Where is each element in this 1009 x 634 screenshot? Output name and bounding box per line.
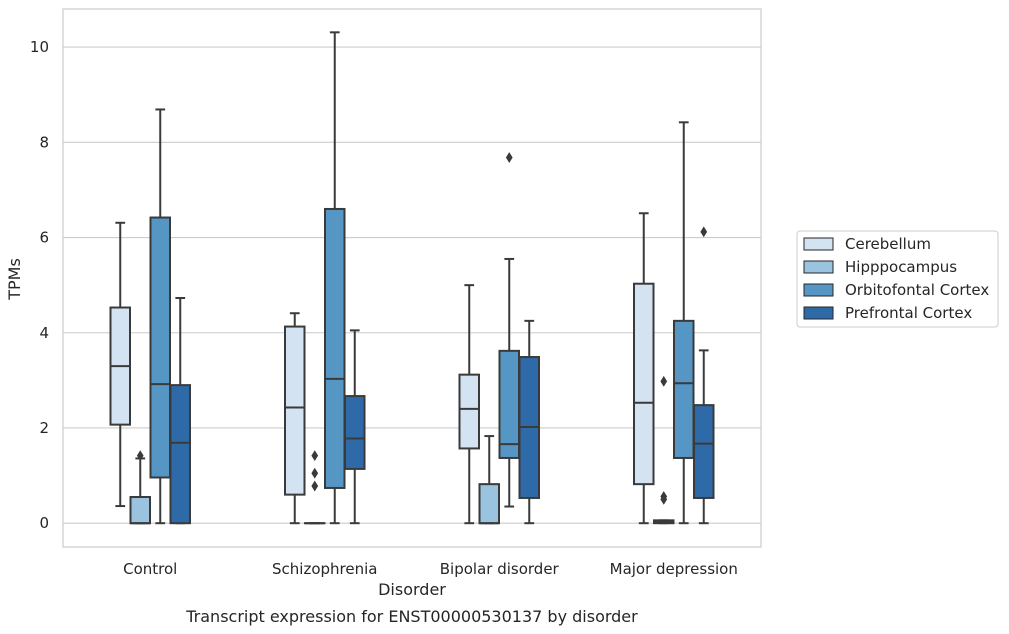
box-body <box>633 282 655 486</box>
y-tick-label: 0 <box>39 514 49 532</box>
y-tick-label: 2 <box>39 419 49 437</box>
box-orbitofontal-cortex <box>498 152 520 508</box>
outlier-point <box>660 375 668 387</box>
box-body <box>324 207 346 489</box>
legend: Cerebellum Hipppocampus Orbitofontal Cor… <box>796 230 999 328</box>
box-cerebellum <box>633 212 655 525</box>
legend-swatch-prefrontal <box>803 306 834 320</box>
box-orbitofontal-cortex <box>149 108 171 525</box>
box-body <box>498 349 520 459</box>
box-body <box>458 373 480 450</box>
outlier-point <box>311 480 319 492</box>
box-body <box>673 319 695 459</box>
legend-label-prefrontal: Prefrontal Cortex <box>845 304 972 322</box>
box-prefrontal-cortex <box>344 329 366 525</box>
box-hipppocampus <box>129 450 151 525</box>
box-body <box>149 216 171 479</box>
outlier-point <box>700 226 708 238</box>
box-cerebellum <box>109 221 131 508</box>
y-axis-label: TPMs <box>5 258 24 301</box>
x-tick-labels: Control Schizophrenia Bipolar disorder Majo… <box>123 560 738 578</box>
box-prefrontal-cortex <box>169 296 191 525</box>
chart-caption: Transcript expression for ENST0000053013… <box>185 607 638 626</box>
y-tick-label: 10 <box>30 38 49 56</box>
outlier-point <box>311 450 319 461</box>
box-body <box>344 395 366 470</box>
outlier-point <box>660 493 668 505</box>
box-body <box>478 483 500 525</box>
legend-label-cerebellum: Cerebellum <box>845 235 931 253</box>
x-axis-label: Disorder <box>378 580 446 599</box>
box-body <box>693 404 715 499</box>
x-tick-label: Control <box>123 560 177 578</box>
y-tick-labels: 0 2 4 6 8 10 <box>30 38 49 532</box>
legend-frame <box>796 230 999 328</box>
box-hipppocampus <box>653 375 675 525</box>
y-tick-label: 4 <box>39 324 49 342</box>
x-tick-label: Major depression <box>610 560 738 578</box>
box-hipppocampus <box>478 435 500 525</box>
legend-label-orbitofrontal: Orbitofontal Cortex <box>845 281 989 299</box>
box-orbitofontal-cortex <box>673 121 695 525</box>
box-body <box>169 384 191 525</box>
box-orbitofontal-cortex <box>324 31 346 525</box>
legend-swatch-cerebellum <box>803 237 834 251</box>
x-tick-label: Schizophrenia <box>272 560 377 578</box>
outlier-point <box>136 450 144 461</box>
x-tick-label: Bipolar disorder <box>440 560 560 578</box>
outlier-point <box>311 467 319 479</box>
box-prefrontal-cortex <box>518 319 540 525</box>
box-body <box>129 496 151 525</box>
boxes <box>109 31 715 525</box>
box-cerebellum <box>284 312 306 525</box>
legend-swatch-orbitofrontal <box>803 283 834 297</box>
box-hipppocampus <box>304 450 326 525</box>
plot-frame <box>62 8 762 548</box>
box-body <box>284 325 306 496</box>
y-tick-label: 6 <box>39 229 49 247</box>
y-tick-label: 8 <box>39 133 49 151</box>
box-prefrontal-cortex <box>693 226 715 525</box>
outlier-point <box>505 152 513 163</box>
legend-label-hippocampus: Hipppocampus <box>845 258 957 276</box>
legend-swatch-hippocampus <box>803 260 834 274</box>
box-cerebellum <box>458 284 480 525</box>
